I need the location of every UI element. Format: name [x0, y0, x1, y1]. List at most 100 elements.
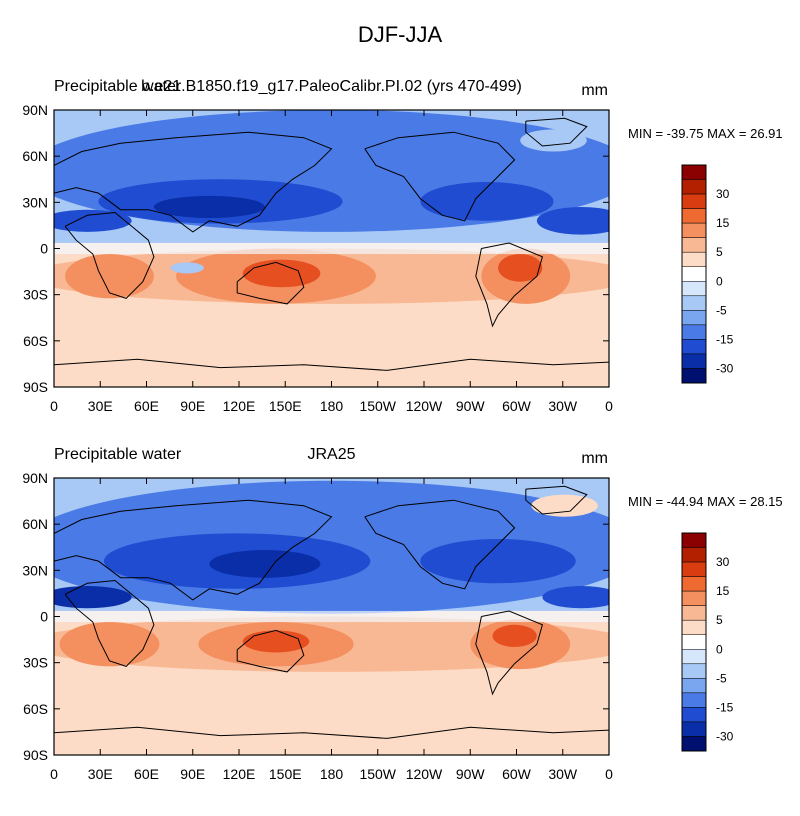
- panel-units: mm: [581, 450, 608, 467]
- colorbar-swatch: [681, 251, 707, 267]
- lat-label: 60N: [22, 148, 48, 164]
- panel-center-title: JRA25: [307, 446, 356, 463]
- panel-reanalysis: Precipitable water JRA25 mm MIN = -44.94…: [0, 446, 800, 816]
- lon-label: 60W: [502, 766, 532, 782]
- coastline: [525, 117, 588, 147]
- colorbar-swatch: [681, 605, 707, 621]
- lon-label: 90E: [180, 766, 205, 782]
- colorbar-swatch: [681, 590, 707, 606]
- colorbar: 30 15 5 0 -5 -15 -30: [681, 164, 734, 384]
- panel-left-title: Precipitable water: [54, 78, 182, 95]
- field-region: [536, 206, 609, 235]
- lon-label: 150E: [269, 766, 302, 782]
- colorbar-swatch: [681, 339, 707, 355]
- colorbar-swatch: [681, 222, 707, 238]
- coastline: [236, 629, 305, 673]
- colorbar-label: -30: [716, 361, 734, 375]
- coastline: [364, 499, 516, 590]
- lat-label: 60N: [22, 516, 48, 532]
- colorbar-swatch: [681, 281, 707, 297]
- lon-label: 60E: [134, 398, 159, 414]
- lon-label: 180: [320, 398, 344, 414]
- colorbar-swatch: [681, 179, 707, 195]
- colorbar-label: 30: [716, 187, 730, 201]
- lon-label: 60E: [134, 766, 159, 782]
- lat-label: 30S: [23, 287, 48, 303]
- lon-label: 90W: [456, 398, 486, 414]
- lon-label: 0: [605, 398, 613, 414]
- colorbar-swatch: [681, 208, 707, 224]
- lon-label: 120E: [223, 766, 256, 782]
- lon-label: 60W: [502, 398, 532, 414]
- lat-label: 90N: [22, 102, 48, 118]
- panel-units: mm: [581, 82, 608, 99]
- lon-label: 0: [50, 766, 58, 782]
- field-region: [242, 259, 321, 288]
- coastline: [64, 211, 155, 299]
- colorbar-swatch: [681, 678, 707, 694]
- colorbar-swatch: [681, 310, 707, 326]
- lon-label: 180: [320, 766, 344, 782]
- colorbar-label: -30: [716, 729, 734, 743]
- field-region: [59, 622, 160, 667]
- colorbar-swatch: [681, 576, 707, 592]
- coastline: [54, 726, 609, 739]
- field-region: [170, 262, 204, 274]
- colorbar-swatch: [681, 736, 707, 752]
- field-region: [54, 209, 132, 232]
- field-region: [492, 624, 537, 647]
- colorbar-swatch: [681, 692, 707, 708]
- lon-label: 120W: [406, 398, 443, 414]
- lat-label: 90S: [23, 379, 48, 395]
- colorbar-swatch: [681, 707, 707, 723]
- lat-label: 60S: [23, 333, 48, 349]
- field-region: [153, 195, 265, 219]
- colorbar-swatch: [681, 324, 707, 340]
- colorbar-label: -5: [716, 303, 727, 317]
- colorbar-label: 30: [716, 555, 730, 569]
- colorbar-swatch: [681, 663, 707, 679]
- coastline: [475, 610, 544, 696]
- lat-label: 30S: [23, 655, 48, 671]
- colorbar-label: 15: [716, 584, 730, 598]
- colorbar-label: 0: [716, 642, 723, 656]
- colorbar-swatch: [681, 561, 707, 577]
- colorbar-swatch: [681, 237, 707, 253]
- colorbar-swatch: [681, 619, 707, 635]
- colorbar-swatch: [681, 721, 707, 737]
- map-field: [54, 478, 609, 755]
- minmax-label: MIN = -39.75 MAX = 26.91: [628, 126, 783, 141]
- coastline: [54, 358, 609, 371]
- colorbar-label: -15: [716, 332, 734, 346]
- panel-center-title: b.e21.B1850.f19_g17.PaleoCalibr.PI.02 (y…: [141, 78, 522, 95]
- lon-label: 30E: [88, 398, 113, 414]
- map-field: [54, 110, 609, 387]
- field-region: [420, 182, 554, 221]
- colorbar-label: 15: [716, 216, 730, 230]
- coastline: [236, 261, 305, 305]
- lon-label: 90E: [180, 398, 205, 414]
- colorbar-swatch: [681, 634, 707, 650]
- colorbar: 30 15 5 0 -5 -15 -30: [681, 532, 734, 752]
- colorbar-swatch: [681, 266, 707, 282]
- colorbar-label: 5: [716, 613, 723, 627]
- figure-title: DJF-JJA: [357, 22, 443, 47]
- colorbar-swatch: [681, 353, 707, 369]
- lon-label: 150W: [359, 398, 396, 414]
- lon-label: 120E: [223, 398, 256, 414]
- field-region: [54, 586, 132, 609]
- coastline: [475, 242, 544, 328]
- lon-label: 0: [50, 398, 58, 414]
- lon-label: 120W: [406, 766, 443, 782]
- lon-label: 30W: [548, 766, 578, 782]
- lat-label: 0: [40, 241, 48, 257]
- panel-model: Precipitable water b.e21.B1850.f19_g17.P…: [0, 78, 800, 448]
- lat-label: 90S: [23, 747, 48, 763]
- field-region: [420, 538, 576, 584]
- lon-label: 150E: [269, 398, 302, 414]
- panel-left-title: Precipitable water: [54, 446, 182, 463]
- lon-label: 0: [605, 766, 613, 782]
- colorbar-label: -5: [716, 671, 727, 685]
- colorbar-swatch: [681, 532, 707, 548]
- colorbar-label: -15: [716, 700, 734, 714]
